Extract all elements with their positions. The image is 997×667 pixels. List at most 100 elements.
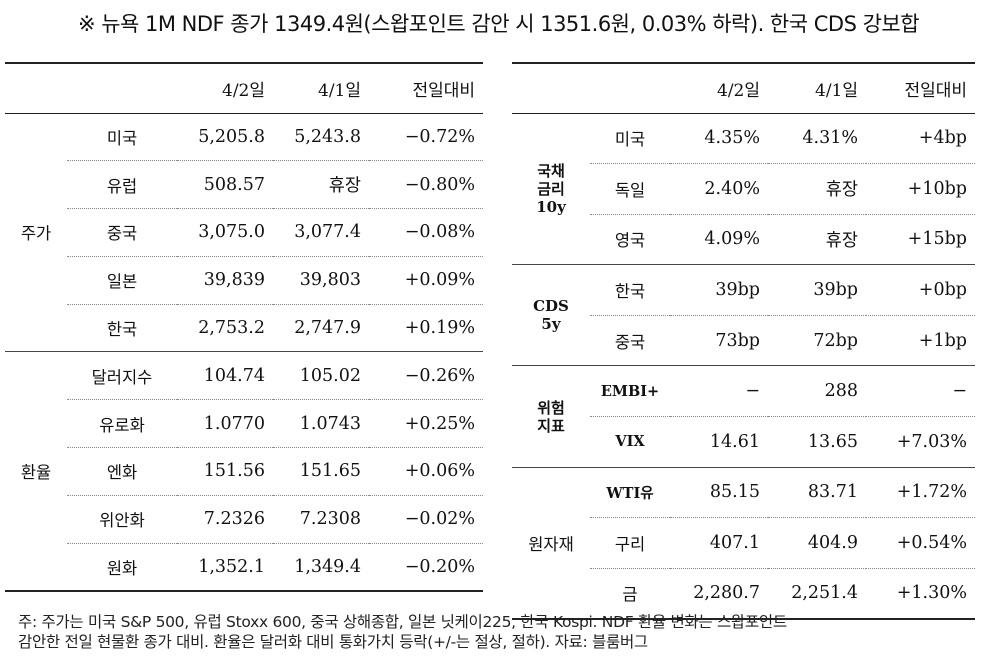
value-current: 4.35% bbox=[670, 113, 768, 165]
header-date-current: 4/2일 bbox=[670, 62, 768, 114]
row-item-label: 구리 bbox=[590, 517, 670, 569]
row-item-label: 일본 bbox=[67, 256, 177, 305]
row-item-label: 한국 bbox=[590, 264, 670, 316]
row-item-label: WTI유 bbox=[590, 467, 670, 519]
value-change: −0.72% bbox=[369, 113, 483, 162]
category-label-line: 위험 bbox=[537, 398, 565, 417]
table-row: 유럽 508.57 휴장 −0.80% bbox=[5, 160, 483, 210]
value-current: 1,352.1 bbox=[177, 543, 273, 592]
table-row: VIX 14.61 13.65 +7.03% bbox=[512, 416, 975, 468]
footnote-line: 주: 주가는 미국 S&P 500, 유럽 Stoxx 600, 중국 상해종합… bbox=[18, 613, 787, 631]
value-previous: 83.71 bbox=[768, 467, 866, 519]
value-change: +1bp bbox=[866, 315, 975, 367]
value-previous: 4.31% bbox=[768, 113, 866, 165]
value-previous: 1,349.4 bbox=[273, 543, 369, 592]
value-change: −0.20% bbox=[369, 543, 483, 592]
category-label-line: 지표 bbox=[537, 416, 565, 435]
value-previous: 5,243.8 bbox=[273, 113, 369, 162]
row-item-label: 위안화 bbox=[67, 495, 177, 544]
category-label-line: 환율 bbox=[20, 463, 52, 483]
value-previous: 1.0743 bbox=[273, 399, 369, 449]
table-header-row: 4/2일 4/1일 전일대비 bbox=[5, 62, 483, 114]
row-item-label: 달러지수 bbox=[67, 351, 177, 401]
value-change: +0bp bbox=[866, 264, 975, 316]
row-item-label: 엔화 bbox=[67, 447, 177, 496]
value-previous: 휴장 bbox=[768, 214, 866, 266]
value-previous: 151.65 bbox=[273, 447, 369, 496]
table-row: 일본 39,839 39,803 +0.09% bbox=[5, 256, 483, 305]
value-previous: 3,077.4 bbox=[273, 208, 369, 257]
row-item-label: 유로화 bbox=[67, 399, 177, 449]
value-previous: 105.02 bbox=[273, 351, 369, 401]
value-change: +0.54% bbox=[866, 517, 975, 569]
value-previous: 휴장 bbox=[273, 160, 369, 210]
category-label-line: 5y bbox=[541, 315, 561, 334]
header-date-previous: 4/1일 bbox=[273, 62, 369, 114]
value-previous: 7.2308 bbox=[273, 495, 369, 544]
value-current: 7.2326 bbox=[177, 495, 273, 544]
category-label-line: 국채 bbox=[537, 161, 565, 180]
footnote-line: 감안한 전일 현물환 종가 대비. 환율은 달러화 대비 통화가치 등락(+/-… bbox=[18, 633, 648, 651]
row-item-label: 중국 bbox=[67, 208, 177, 257]
value-change: −0.80% bbox=[369, 160, 483, 210]
category-label: CDS 5y bbox=[512, 264, 590, 367]
value-current: 14.61 bbox=[670, 416, 768, 468]
value-current: 85.15 bbox=[670, 467, 768, 519]
table-row: 중국 73bp 72bp +1bp bbox=[512, 315, 975, 367]
table-row: 중국 3,075.0 3,077.4 −0.08% bbox=[5, 208, 483, 257]
table-row: 환율 달러지수 104.74 105.02 −0.26% bbox=[5, 351, 483, 592]
category-label: 환율 bbox=[5, 351, 67, 592]
row-item-label: 원화 bbox=[67, 543, 177, 592]
table-row: 원화 1,352.1 1,349.4 −0.20% bbox=[5, 543, 483, 592]
value-previous: 2,251.4 bbox=[768, 568, 866, 620]
category-label-line: 주가 bbox=[20, 224, 52, 244]
value-current: 3,075.0 bbox=[177, 208, 273, 257]
value-change: −0.02% bbox=[369, 495, 483, 544]
value-current: 4.09% bbox=[670, 214, 768, 266]
row-item-label: 영국 bbox=[590, 214, 670, 266]
value-change: +4bp bbox=[866, 113, 975, 165]
value-current: 5,205.8 bbox=[177, 113, 273, 162]
value-current: 39,839 bbox=[177, 256, 273, 305]
row-item-label: 미국 bbox=[590, 113, 670, 165]
table-row: CDS 5y 한국 39bp 39bp +0bp bbox=[512, 264, 975, 367]
value-current: − bbox=[670, 365, 768, 418]
value-previous: 2,747.9 bbox=[273, 304, 369, 353]
row-item-label: 미국 bbox=[67, 113, 177, 162]
rates-risk-commodity-table: 4/2일 4/1일 전일대비 국채 금리 10y 미국 4.35% 4.31% +4bp 독일… bbox=[512, 62, 975, 620]
table-row: 위험 지표 EMBI+ −288− bbox=[512, 365, 975, 468]
category-label: 주가 bbox=[5, 113, 67, 353]
category-label-line: 원자재 bbox=[528, 534, 574, 554]
value-change: +1.72% bbox=[866, 467, 975, 519]
table-row: 구리 407.1 404.9 +0.54% bbox=[512, 517, 975, 569]
value-current: 2,280.7 bbox=[670, 568, 768, 620]
row-item-label: 금 bbox=[590, 568, 670, 620]
value-current: 39bp bbox=[670, 264, 768, 316]
value-change: +0.09% bbox=[369, 256, 483, 305]
table-row: 원자재 WTI유 85.15 83.71 +1.72% bbox=[512, 467, 975, 620]
value-current: 508.57 bbox=[177, 160, 273, 210]
header-date-current: 4/2일 bbox=[177, 62, 273, 114]
value-current: 2,753.2 bbox=[177, 304, 273, 353]
table-row: 유로화 1.0770 1.0743 +0.25% bbox=[5, 399, 483, 449]
value-previous: 39,803 bbox=[273, 256, 369, 305]
value-previous: 13.65 bbox=[768, 416, 866, 468]
value-change: +0.25% bbox=[369, 399, 483, 449]
category-label-line: 10y bbox=[536, 197, 566, 216]
right-market-table-panel: 4/2일 4/1일 전일대비 국채 금리 10y 미국 4.35% 4.31% +4bp 독일… bbox=[512, 62, 975, 620]
category-label-line: 금리 bbox=[537, 179, 565, 198]
value-current: 104.74 bbox=[177, 351, 273, 401]
table-row: 국채 금리 10y 미국 4.35% 4.31% +4bp bbox=[512, 113, 975, 266]
table-row: 한국 2,753.2 2,747.9 +0.19% bbox=[5, 304, 483, 353]
table-row: 엔화 151.56 151.65 +0.06% bbox=[5, 447, 483, 496]
category-label: 위험 지표 bbox=[512, 365, 590, 468]
value-previous: 39bp bbox=[768, 264, 866, 316]
value-previous: 휴장 bbox=[768, 163, 866, 215]
header-change: 전일대비 bbox=[369, 62, 483, 114]
row-item-label: 중국 bbox=[590, 315, 670, 367]
table-header-row: 4/2일 4/1일 전일대비 bbox=[512, 62, 975, 114]
value-change: +0.06% bbox=[369, 447, 483, 496]
value-change: +0.19% bbox=[369, 304, 483, 353]
value-current: 73bp bbox=[670, 315, 768, 367]
header-date-previous: 4/1일 bbox=[768, 62, 866, 114]
